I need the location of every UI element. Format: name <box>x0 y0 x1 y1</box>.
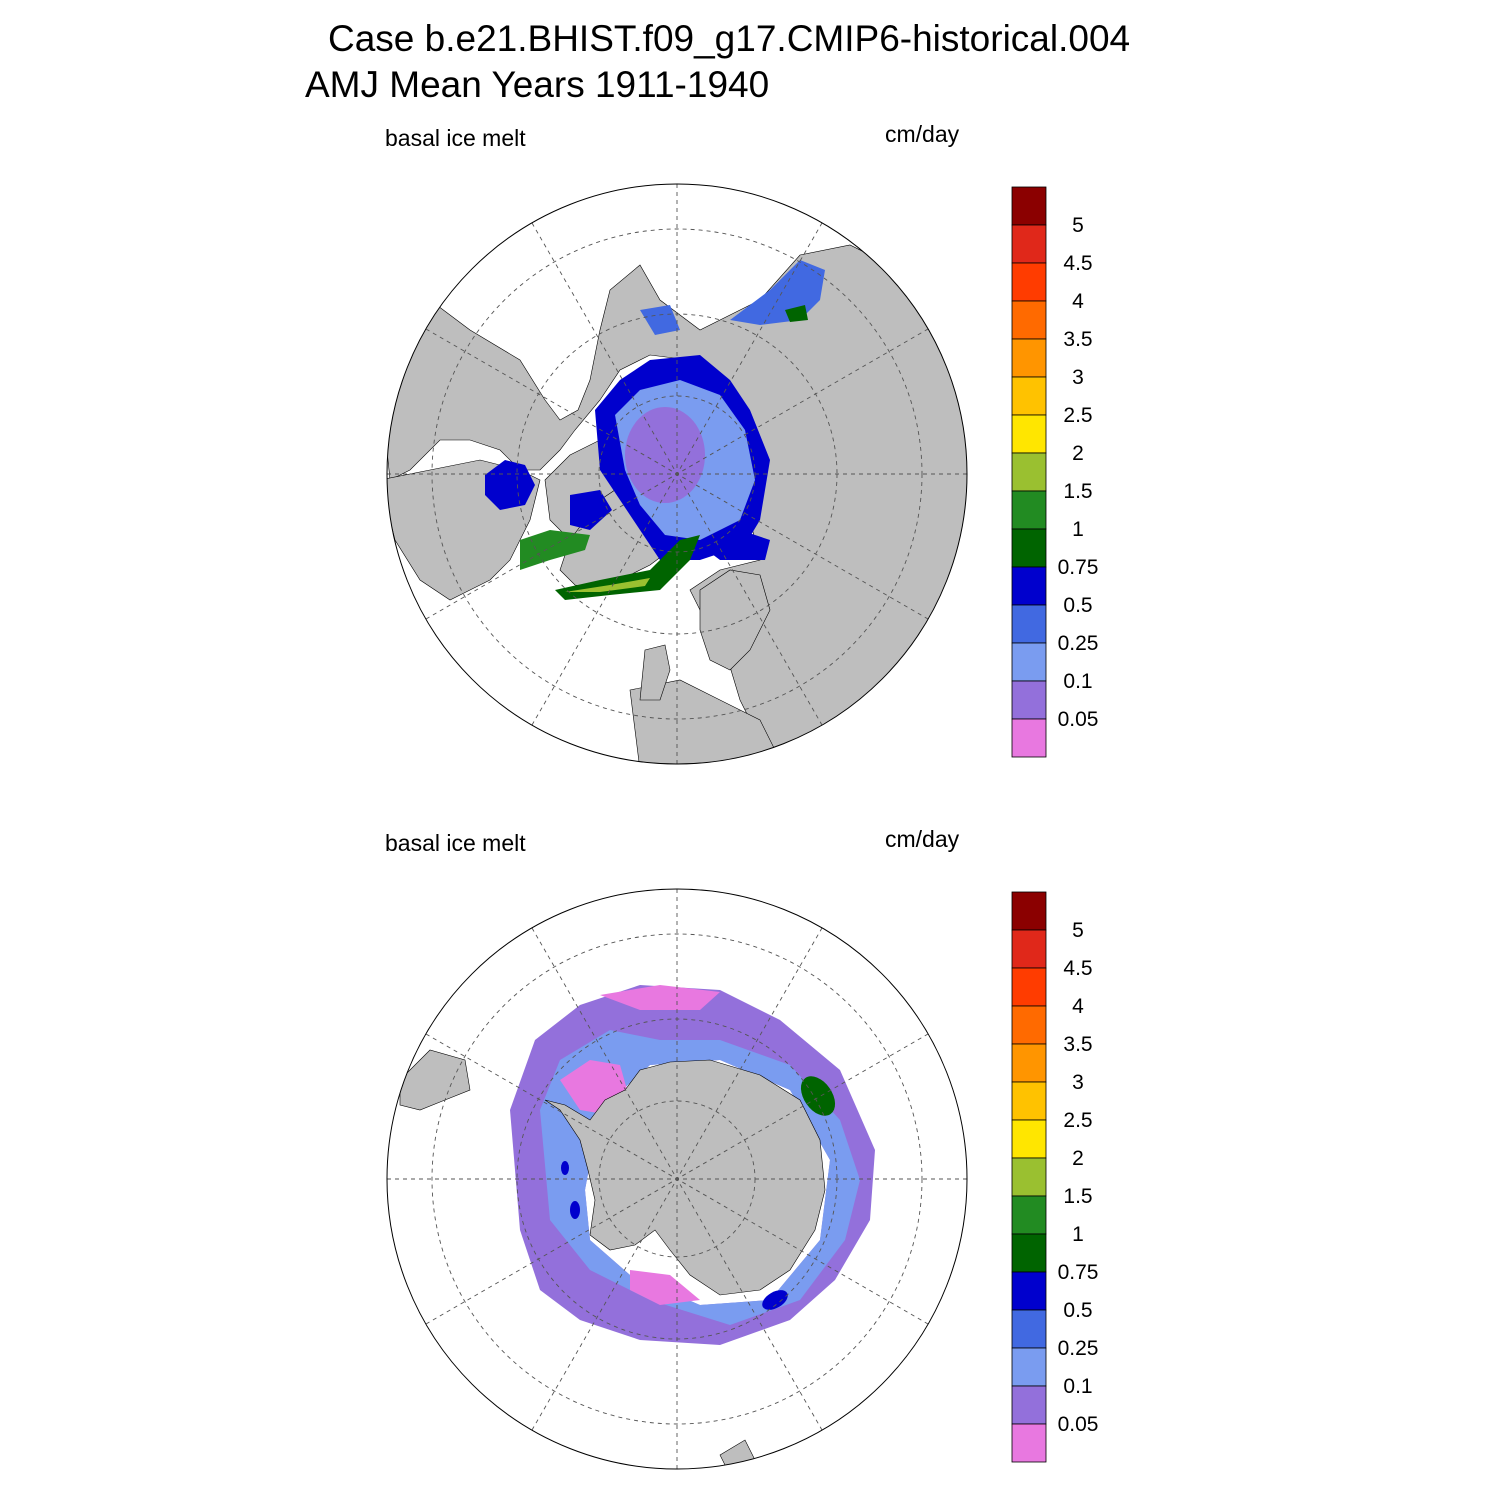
south-colorbar: 5 4.5 4 3.5 3 2.5 2 1.5 1 0.75 0.5 0.25 0.1 0.05 <box>1011 891 1099 1463</box>
north-land-europe <box>629 679 781 764</box>
south-colorbar-tick-label: 0.75 <box>1058 1261 1099 1284</box>
north-colorbar-swatch <box>1011 414 1047 454</box>
north-colorbar-tick-label: 0.25 <box>1058 632 1099 655</box>
north-land-uk <box>639 644 671 701</box>
north-colorbar-swatch <box>1011 642 1047 682</box>
south-land-antarctica <box>544 1059 826 1296</box>
south-graticule <box>387 889 967 1469</box>
north-panel-units-label: cm/day <box>885 121 960 147</box>
south-colorbar-tick-label: 1.5 <box>1063 1185 1092 1208</box>
south-colorbar-tick-label: 4.5 <box>1063 957 1092 980</box>
north-map-border <box>386 183 968 765</box>
north-colorbar-tick-label: 4 <box>1072 290 1084 313</box>
south-melt-blue-spot-1 <box>762 1290 788 1310</box>
south-colorbar-tick-label: 0.5 <box>1063 1299 1092 1322</box>
south-colorbar-swatch <box>1011 1271 1047 1311</box>
south-melt-pink-top <box>600 985 720 1010</box>
title-line-1: Case b.e21.BHIST.f09_g17.CMIP6-historica… <box>328 18 1131 59</box>
north-graticule <box>387 184 967 764</box>
south-colorbar-swatch <box>1011 891 1047 931</box>
north-colorbar-swatch <box>1011 224 1047 264</box>
north-colorbar-tick-label: 0.1 <box>1063 670 1092 693</box>
south-colorbar-tick-label: 3 <box>1072 1071 1084 1094</box>
south-colorbar-tick-label: 0.1 <box>1063 1375 1092 1398</box>
south-colorbar-swatch <box>1011 967 1047 1007</box>
south-colorbar-swatch <box>1011 1195 1047 1235</box>
north-colorbar-swatch <box>1011 528 1047 568</box>
south-colorbar-tick-label: 2 <box>1072 1147 1084 1170</box>
south-colorbar-tick-label: 0.25 <box>1058 1337 1099 1360</box>
south-colorbar-swatch <box>1011 1423 1047 1463</box>
south-colorbar-tick-label: 3.5 <box>1063 1033 1092 1056</box>
north-panel-variable-label: basal ice melt <box>385 125 526 151</box>
north-colorbar-tick-label: 5 <box>1072 214 1084 237</box>
north-colorbar-swatch <box>1011 452 1047 492</box>
north-colorbar-swatch <box>1011 490 1047 530</box>
north-polar-map <box>386 183 968 765</box>
south-colorbar-swatch <box>1011 1081 1047 1121</box>
south-colorbar-swatch <box>1011 1157 1047 1197</box>
north-colorbar-swatch <box>1011 680 1047 720</box>
north-colorbar-swatch <box>1011 718 1047 758</box>
north-colorbar-swatch <box>1011 262 1047 302</box>
south-colorbar-swatch <box>1011 1385 1047 1425</box>
north-colorbar-tick-label: 3 <box>1072 366 1084 389</box>
north-colorbar-swatch <box>1011 604 1047 644</box>
north-colorbar-swatch <box>1011 566 1047 606</box>
north-melt-baffin <box>570 490 612 530</box>
north-colorbar-tick-label: 1 <box>1072 518 1084 541</box>
north-colorbar-tick-label: 0.75 <box>1058 556 1099 579</box>
north-colorbar-tick-label: 4.5 <box>1063 252 1092 275</box>
north-melt-core-0.05 <box>625 407 705 503</box>
north-melt-east-greenland <box>555 535 700 600</box>
south-colorbar-swatch <box>1011 1309 1047 1349</box>
north-colorbar-swatch <box>1011 300 1047 340</box>
south-melt-ring-0.25 <box>540 1030 860 1325</box>
south-colorbar-swatch <box>1011 1043 1047 1083</box>
south-melt-green-spot <box>800 1076 836 1116</box>
north-melt-hudson-bay <box>485 460 535 510</box>
south-colorbar-swatch <box>1011 1005 1047 1045</box>
north-colorbar-tick-label: 2 <box>1072 442 1084 465</box>
north-melt-okhotsk-core <box>785 305 808 322</box>
south-colorbar-tick-label: 2.5 <box>1063 1109 1092 1132</box>
north-land-eurasia <box>387 244 967 764</box>
south-colorbar-tick-label: 0.05 <box>1058 1413 1099 1436</box>
north-colorbar-tick-label: 0.05 <box>1058 708 1099 731</box>
south-panel-units-label: cm/day <box>885 826 960 852</box>
north-colorbar-swatch <box>1011 186 1047 226</box>
south-melt-blue-spot-2 <box>570 1201 580 1219</box>
south-colorbar-swatch <box>1011 1119 1047 1159</box>
north-land-scandinavia <box>699 569 771 671</box>
north-colorbar-swatch <box>1011 376 1047 416</box>
north-colorbar: 5 4.5 4 3.5 3 2.5 2 1.5 1 0.75 0.5 0.25 0.1 0.05 <box>1011 186 1099 758</box>
south-melt-blue-spot-3 <box>561 1161 569 1175</box>
north-colorbar-tick-label: 1.5 <box>1063 480 1092 503</box>
north-colorbar-tick-label: 3.5 <box>1063 328 1092 351</box>
south-colorbar-tick-label: 4 <box>1072 995 1084 1018</box>
south-panel-variable-label: basal ice melt <box>385 830 526 856</box>
title-line-2: AMJ Mean Years 1911-1940 <box>305 64 770 105</box>
south-colorbar-tick-label: 5 <box>1072 919 1084 942</box>
south-map-border <box>386 888 968 1470</box>
north-melt-east-greenland-hi <box>565 578 650 592</box>
south-colorbar-tick-label: 1 <box>1072 1223 1084 1246</box>
north-melt-labrador-green <box>520 530 590 570</box>
north-melt-barents <box>700 530 770 560</box>
north-melt-bering <box>640 305 680 335</box>
south-land-south-america <box>399 1049 471 1111</box>
south-melt-pink-lower <box>630 1270 700 1305</box>
south-colorbar-swatch <box>1011 929 1047 969</box>
south-colorbar-swatch <box>1011 1347 1047 1387</box>
north-colorbar-swatch <box>1011 338 1047 378</box>
south-polar-map <box>386 888 968 1470</box>
south-colorbar-swatch <box>1011 1233 1047 1273</box>
north-colorbar-tick-label: 2.5 <box>1063 404 1092 427</box>
north-colorbar-tick-label: 0.5 <box>1063 594 1092 617</box>
